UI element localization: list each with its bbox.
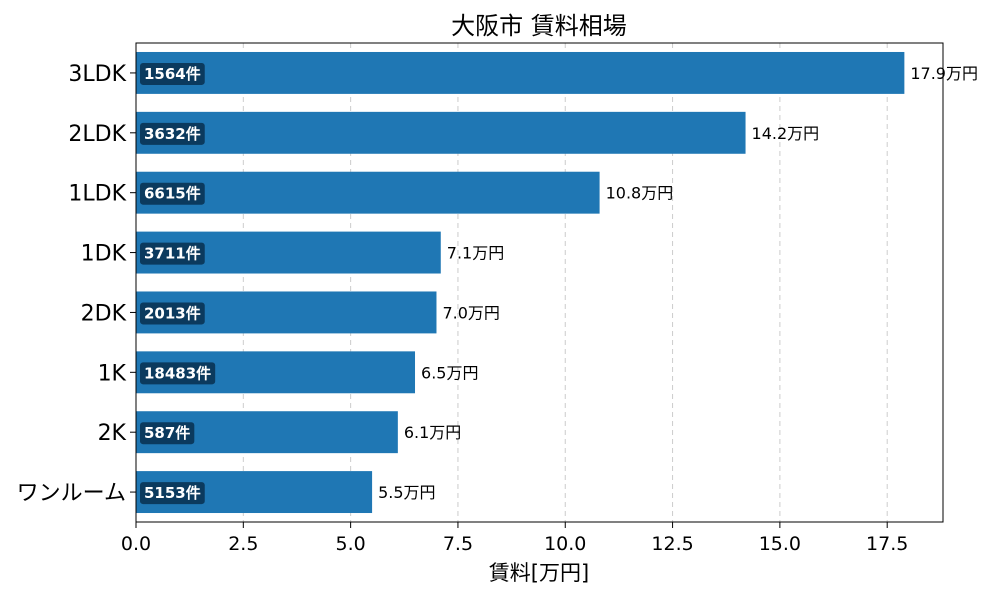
bar-value-label: 14.2万円	[752, 124, 820, 143]
y-tick-label: 2DK	[81, 301, 127, 326]
y-axis-ticks: 3LDK 2LDK 1LDK 1DK 2DK 1K 2K ワンルーム	[17, 62, 136, 506]
bar-value-label: 7.0万円	[442, 303, 499, 322]
x-tick-label: 0.0	[121, 533, 151, 555]
bar	[136, 171, 600, 214]
bar-value-label: 10.8万円	[606, 184, 674, 203]
bar-count-badge	[140, 482, 205, 505]
bar-count-label: 1564件	[144, 65, 201, 83]
y-tick-label: 3LDK	[68, 62, 126, 87]
chart-title: 大阪市 賃料相場	[451, 12, 627, 40]
bar-count-label: 5153件	[144, 484, 201, 502]
bar-value-label: 6.5万円	[421, 363, 478, 382]
bar-value-label: 5.5万円	[378, 483, 435, 502]
x-axis-ticks: 0.0 2.5 5.0 7.5 10.0 12.5 15.0 17.5	[121, 522, 908, 555]
bar-count-badge	[140, 122, 205, 145]
x-tick-label: 15.0	[759, 533, 801, 555]
bar	[136, 111, 746, 154]
bar-value-label: 6.1万円	[404, 423, 461, 442]
bar-count-badge	[140, 62, 205, 85]
bar-count-badge	[140, 422, 195, 445]
y-tick-label: 2LDK	[68, 122, 126, 147]
bar-count-label: 3632件	[144, 125, 201, 143]
y-tick-label: ワンルーム	[17, 481, 126, 506]
y-tick-label: 1K	[98, 361, 127, 386]
bars: 17.9万円 1564件 14.2万円 3632件 10.8万円 6615件 7.1万円 37…	[136, 51, 978, 514]
y-tick-label: 2K	[98, 421, 127, 446]
bar-count-badge	[140, 182, 205, 205]
y-tick-label: 1LDK	[68, 182, 126, 207]
bar-count-badge	[140, 302, 205, 325]
y-tick-label: 1DK	[81, 242, 127, 267]
bar-count-label: 6615件	[144, 185, 201, 203]
x-tick-label: 17.5	[866, 533, 908, 555]
bar-count-label: 3711件	[144, 245, 201, 263]
bar-count-label: 587件	[144, 424, 190, 442]
bar-count-badge	[140, 242, 205, 265]
bar-count-badge	[140, 362, 216, 385]
plot-frame	[135, 42, 944, 523]
bar-value-label: 7.1万円	[447, 244, 504, 263]
x-tick-label: 2.5	[228, 533, 258, 555]
x-tick-label: 10.0	[544, 533, 586, 555]
x-tick-label: 12.5	[651, 533, 693, 555]
bar-count-label: 18483件	[144, 364, 211, 382]
bar	[136, 51, 905, 94]
x-tick-label: 5.0	[336, 533, 366, 555]
bar-value-label: 17.9万円	[910, 64, 978, 83]
bar-count-label: 2013件	[144, 304, 201, 322]
x-tick-label: 7.5	[443, 533, 473, 555]
x-axis-label: 賃料[万円]	[489, 561, 589, 585]
